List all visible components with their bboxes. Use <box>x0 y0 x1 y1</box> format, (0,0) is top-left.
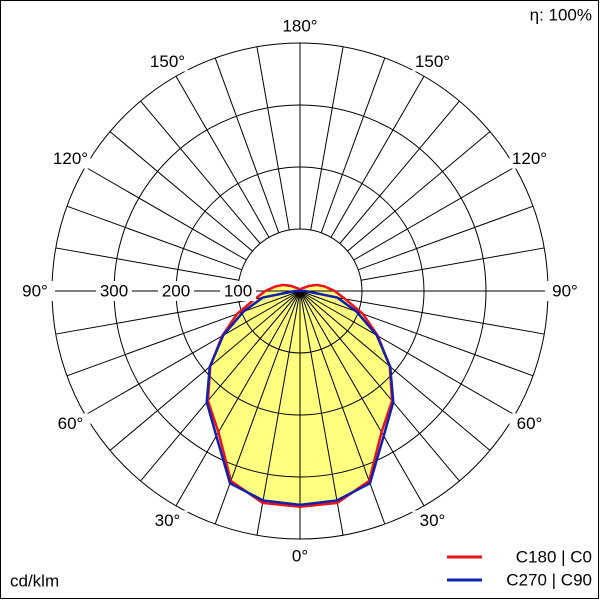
angle-label-bg <box>280 16 320 36</box>
grid-spoke <box>299 290 545 335</box>
grid-spoke <box>214 290 301 525</box>
grid-spoke <box>353 166 516 261</box>
r-tick-label: 100 <box>224 281 252 300</box>
intensity-curve <box>205 289 301 507</box>
grid-spoke <box>320 57 386 233</box>
grid-spoke <box>360 247 545 281</box>
label-layer: 100 200 300 0° 30° 30° 60° 60° 90° 90° 120° 120° 150… <box>15 16 592 589</box>
legend-label: C180 | C0 <box>516 547 592 566</box>
grid-spoke <box>84 290 301 416</box>
angle-label-bg <box>509 413 550 434</box>
grid-spoke <box>347 131 491 252</box>
angle-label-bg <box>50 148 91 169</box>
angle-label-bg <box>280 546 320 566</box>
angle-label: 120° <box>512 149 547 168</box>
tick-label-bg <box>220 281 256 301</box>
grid-spoke <box>299 290 425 507</box>
angle-label: 0° <box>292 546 308 565</box>
grid-spoke <box>175 75 270 238</box>
intensity-curve <box>299 289 395 507</box>
grid-spoke <box>299 290 491 451</box>
angle-label-bg <box>545 281 585 301</box>
grid-spoke <box>299 290 516 416</box>
grid-spoke <box>66 290 301 377</box>
tick-label-bg <box>158 281 194 301</box>
angle-label: 60° <box>58 414 84 433</box>
intensity-curve <box>298 283 394 509</box>
grid-spoke <box>84 166 247 261</box>
grid-spoke <box>330 75 425 238</box>
angle-label-bg <box>147 510 188 531</box>
intensity-curve <box>206 283 302 509</box>
angle-label: 90° <box>22 281 48 300</box>
angle-label: 30° <box>155 511 181 530</box>
grid-layer <box>51 42 549 540</box>
angle-label: 120° <box>53 149 88 168</box>
grid-spoke <box>299 290 344 536</box>
grid-spoke <box>140 290 301 482</box>
fill-layer <box>207 284 393 507</box>
angle-label-bg <box>50 413 91 434</box>
angle-label: 30° <box>420 511 446 530</box>
angle-label: 90° <box>552 281 578 300</box>
grid-spoke <box>109 131 253 252</box>
grid-spoke <box>55 247 240 281</box>
grid-spoke <box>66 205 242 271</box>
grid-spoke <box>339 100 460 244</box>
tick-label-bg <box>96 281 132 301</box>
grid-spoke <box>358 205 534 271</box>
grid-spoke <box>175 290 301 507</box>
efficiency: η: 100% <box>530 5 592 24</box>
angle-label-bg <box>412 510 453 531</box>
legend-label: C270 | C90 <box>506 570 592 589</box>
grid-spoke <box>256 46 290 231</box>
angle-label-bg <box>509 148 550 169</box>
angle-label: 180° <box>282 16 317 35</box>
curve-layer <box>205 283 395 509</box>
angle-label: 150° <box>150 52 185 71</box>
light-area <box>300 284 393 507</box>
r-tick-label: 300 <box>100 281 128 300</box>
grid-spoke <box>299 290 460 482</box>
grid-spoke <box>140 100 261 244</box>
angle-label-bg <box>15 281 55 301</box>
angle-label-bg <box>147 51 188 72</box>
angle-label-bg <box>412 51 453 72</box>
grid-spoke <box>214 57 280 233</box>
angle-label: 60° <box>517 414 543 433</box>
grid-spoke <box>299 290 534 377</box>
unit-label: cd/klm <box>10 571 59 590</box>
angle-label: 150° <box>415 52 450 71</box>
grid-spoke <box>256 290 301 536</box>
r-tick-label: 200 <box>162 281 190 300</box>
grid-spoke <box>55 290 301 335</box>
grid-spoke <box>299 290 386 525</box>
grid-spoke <box>109 290 301 451</box>
grid-spoke <box>310 46 344 231</box>
light-area <box>207 284 300 507</box>
